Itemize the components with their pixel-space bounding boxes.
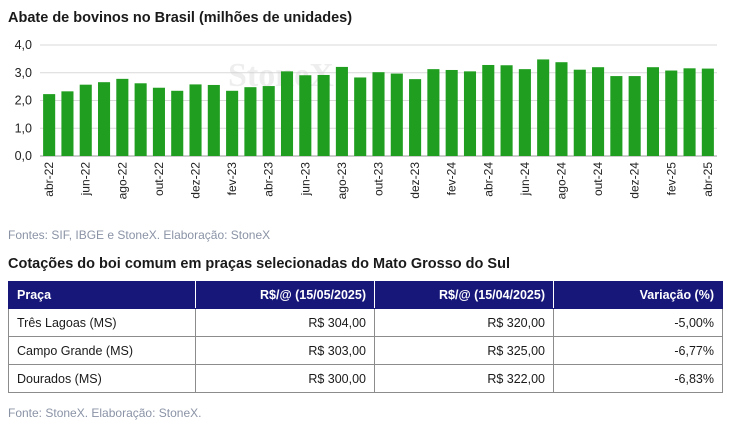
y-tick-label: 2,0: [15, 94, 32, 108]
table-header-row: Praça R$/@ (15/05/2025) R$/@ (15/04/2025…: [8, 281, 723, 309]
bar: [372, 72, 385, 156]
table-source: Fonte: StoneX. Elaboração: StoneX.: [8, 406, 202, 420]
cell-price-may: R$ 300,00: [195, 364, 375, 393]
bar: [409, 79, 422, 156]
bar: [189, 84, 202, 156]
x-tick-label: out-22: [152, 162, 166, 196]
table-title: Cotações do boi comum em praças selecion…: [8, 256, 510, 272]
x-tick-label: abr-23: [262, 162, 276, 197]
quotes-table: Praça R$/@ (15/05/2025) R$/@ (15/04/2025…: [8, 281, 723, 393]
bar: [427, 69, 440, 156]
header-price-may: R$/@ (15/05/2025): [195, 281, 375, 309]
x-tick-label: dez-23: [408, 162, 422, 199]
bar: [335, 66, 348, 156]
bar: [701, 68, 714, 156]
x-tick-label: abr-24: [481, 162, 495, 197]
chart-source: Fontes: SIF, IBGE e StoneX. Elaboração: …: [8, 228, 271, 242]
bar: [646, 67, 659, 156]
y-tick-label: 3,0: [15, 66, 32, 80]
bar: [207, 84, 220, 156]
cell-variation: -5,00%: [553, 308, 723, 337]
y-tick-label: 1,0: [15, 121, 32, 135]
bar: [317, 74, 330, 156]
x-tick-label: out-24: [591, 162, 605, 196]
bar: [61, 91, 74, 156]
y-tick-label: 0,0: [15, 149, 32, 163]
x-tick-label: dez-22: [189, 162, 203, 199]
cell-praca: Dourados (MS): [8, 364, 196, 393]
bar: [665, 70, 678, 156]
header-variation: Variação (%): [553, 281, 723, 309]
chart-bars: [43, 59, 714, 156]
header-praca: Praça: [8, 281, 196, 309]
chart-title: Abate de bovinos no Brasil (milhões de u…: [8, 10, 353, 26]
bar: [262, 86, 275, 156]
cell-price-apr: R$ 325,00: [374, 336, 554, 365]
bar: [628, 76, 641, 156]
x-tick-label: fev-23: [225, 162, 239, 196]
bar: [555, 62, 568, 156]
bar: [463, 71, 477, 156]
x-tick-label: ago-24: [554, 162, 568, 200]
bar: [79, 84, 92, 156]
table-row: Dourados (MS) R$ 300,00 R$ 322,00 -6,83%: [8, 364, 723, 393]
bar: [537, 59, 550, 156]
bar: [116, 78, 129, 156]
bar: [354, 77, 367, 156]
y-axis-ticks: 0,0 1,0 2,0 3,0 4,0: [15, 38, 32, 163]
x-tick-label: dez-24: [628, 162, 642, 199]
bar: [592, 67, 605, 156]
x-tick-label: jun-24: [518, 162, 532, 197]
bar: [683, 68, 696, 156]
x-tick-label: abr-25: [701, 162, 715, 197]
x-tick-label: fev-25: [664, 162, 678, 196]
cell-variation: -6,83%: [553, 364, 723, 393]
bar: [43, 94, 56, 156]
bar: [152, 87, 165, 156]
cell-variation: -6,77%: [553, 336, 723, 365]
cell-praca: Três Lagoas (MS): [8, 308, 196, 337]
bar: [518, 69, 531, 156]
cell-praca: Campo Grande (MS): [8, 336, 196, 365]
bar: [500, 65, 513, 156]
bar: [98, 82, 111, 156]
table-row: Três Lagoas (MS) R$ 304,00 R$ 320,00 -5,…: [8, 308, 723, 337]
cell-price-may: R$ 303,00: [195, 336, 375, 365]
bar: [244, 87, 257, 156]
x-axis-ticks: abr-22 jun-22 ago-22 out-22 dez-22 fev-23 abr-…: [42, 162, 715, 200]
bar: [226, 90, 239, 156]
cell-price-apr: R$ 320,00: [374, 308, 554, 337]
bar: [299, 75, 312, 156]
cell-price-apr: R$ 322,00: [374, 364, 554, 393]
x-tick-label: jun-22: [79, 162, 93, 197]
x-tick-label: out-23: [372, 162, 386, 196]
bar: [610, 76, 623, 156]
x-tick-label: abr-22: [42, 162, 56, 197]
y-tick-label: 4,0: [15, 38, 32, 52]
x-tick-label: ago-23: [335, 162, 349, 200]
bar: [573, 69, 586, 156]
bar: [390, 73, 403, 156]
bar: [280, 71, 294, 156]
bar: [134, 83, 147, 156]
bar: [445, 69, 458, 156]
table-row: Campo Grande (MS) R$ 303,00 R$ 325,00 -6…: [8, 336, 723, 365]
bar-chart: StoneX 0,01,02,03,04,0 abr-22 jun-22 ago-2…: [15, 38, 717, 200]
header-price-apr: R$/@ (15/04/2025): [374, 281, 554, 309]
bar: [171, 90, 184, 156]
cell-price-may: R$ 304,00: [195, 308, 375, 337]
x-tick-label: ago-22: [115, 162, 129, 200]
bar: [482, 64, 495, 156]
x-tick-label: fev-24: [445, 162, 459, 196]
x-tick-label: jun-23: [298, 162, 312, 197]
